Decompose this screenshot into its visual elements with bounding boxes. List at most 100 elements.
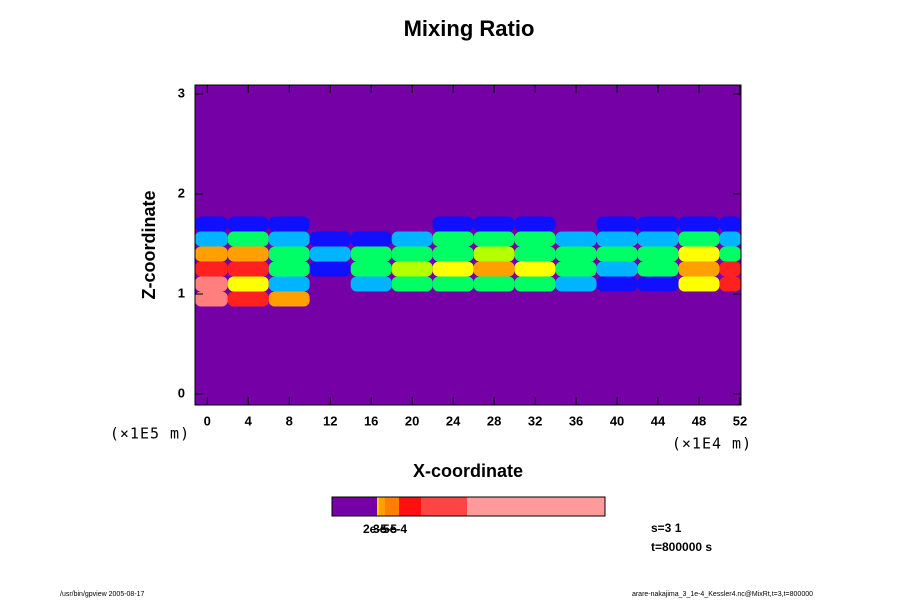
contour-cell [596,261,638,277]
x-tick-label: 12 [323,413,337,428]
contour-cell [473,231,515,247]
contour-cell [309,291,351,307]
contour-cell [555,231,597,247]
x-tick-label: 44 [651,413,666,428]
contour-cell [432,276,474,292]
contour-cell [268,216,310,232]
colorbar-frame [331,496,606,517]
contour-cell [350,246,392,262]
contour-cell [350,261,392,277]
contour-cell [514,231,556,247]
colorbar-segment [379,497,385,516]
x-multiplier: (×1E4 m) [672,435,752,453]
contour-cell [555,261,597,277]
contour-cell [473,246,515,262]
plot-area [195,85,741,405]
contour-cell [678,291,720,307]
contour-cell [350,216,392,232]
colorbar: 2e-53e-55e-4 [331,496,606,536]
contour-cell [596,216,638,232]
contour-cell [391,246,433,262]
contour-cell [596,291,638,307]
contour-cell [350,276,392,292]
contour-cell [391,276,433,292]
contour-cell [195,261,228,277]
contour-cell [432,291,474,307]
contour-cell [719,276,741,292]
colorbar-segment [332,497,377,516]
footer: arare-nakajima_3_1e-4_Kessler4.nc@MixRt,… [632,591,813,598]
contour-cell [268,276,310,292]
contour-cell [195,216,228,232]
annotation: t=800000 s [651,540,712,554]
contour-cell [473,276,515,292]
contour-cell [309,276,351,292]
contour-cell [195,231,228,247]
contour-cell [719,261,741,277]
contour-cell [227,276,269,292]
contour-cell [227,291,269,307]
colorbar-label: 2e-5 [363,522,387,536]
contour-cell [678,246,720,262]
contour-cell [719,246,741,262]
contour-cell [637,246,679,262]
x-axis-label: X-coordinate [413,461,523,481]
contour-cell [268,291,310,307]
annotation: s=3 1 [651,521,682,535]
x-tick-label: 28 [487,413,501,428]
x-tick-label: 32 [528,413,542,428]
contour-cell [555,291,597,307]
contour-cell [637,231,679,247]
contour-cell [555,216,597,232]
contour-cell [350,231,392,247]
contour-cell [514,261,556,277]
contour-cell [637,291,679,307]
y-multiplier: (×1E5 m) [110,425,190,443]
colorbar-segment [467,497,605,516]
contour-cell [473,216,515,232]
colorbar-segment [377,497,379,516]
contour-cell [195,246,228,262]
x-tick-label: 48 [692,413,706,428]
contour-cell [227,231,269,247]
contour-cell [596,276,638,292]
x-tick-label: 24 [446,413,461,428]
y-tick-label: 1 [178,285,185,300]
contour-cell [555,276,597,292]
contour-cell [637,261,679,277]
contour-cell [678,231,720,247]
x-tick-label: 4 [245,413,253,428]
contour-cell [195,276,228,292]
colorbar-label: 5e-4 [383,522,407,536]
contour-cell [391,216,433,232]
y-axis-label: Z-coordinate [139,190,159,299]
contour-cell [195,291,228,307]
contour-cell [678,276,720,292]
x-tick-label: 36 [569,413,583,428]
contour-cell [555,246,597,262]
contour-cell [432,246,474,262]
contour-cell [350,291,392,307]
footer: /usr/bin/gpview 2005-08-17 [60,591,145,598]
contour-cell [309,216,351,232]
x-tick-label: 8 [286,413,293,428]
y-tick-label: 0 [178,385,185,400]
x-tick-label: 0 [204,413,211,428]
contour-cell [514,246,556,262]
contour-cell [719,216,741,232]
contour-cell [309,246,351,262]
colorbar-segment [399,497,421,516]
contour-cell [268,261,310,277]
contour-cell [227,261,269,277]
contour-cell [268,231,310,247]
plot-frame [194,84,742,406]
y-tick-label: 2 [178,185,185,200]
x-tick-label: 40 [610,413,624,428]
contour-cell [227,216,269,232]
contour-cell [473,261,515,277]
contour-cell [391,291,433,307]
contour-cell [637,276,679,292]
contour-cell [514,216,556,232]
contour-cell [678,216,720,232]
